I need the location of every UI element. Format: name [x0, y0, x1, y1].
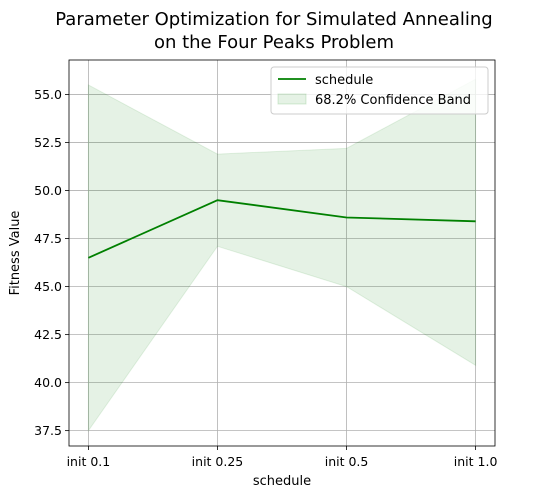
legend-box [270, 66, 489, 115]
chart-title-line-2: on the Four Peaks Problem [154, 32, 394, 53]
y-tick-label: 47.5 [34, 231, 62, 246]
x-tick-label: init 0.1 [67, 454, 111, 469]
x-tick-label: init 0.25 [192, 454, 244, 469]
y-tick-label: 45.0 [34, 279, 62, 294]
y-axis-label: Fitness Value [8, 211, 23, 296]
y-tick-label: 55.0 [34, 87, 62, 102]
legend-label-band: 68.2% Confidence Band [315, 93, 471, 108]
series-line-schedule [88, 199, 476, 259]
y-tick-label: 50.0 [34, 183, 62, 198]
legend-swatch-band [277, 93, 307, 105]
confidence-band [87, 78, 477, 433]
chart-title-line-1: Parameter Optimization for Simulated Ann… [55, 9, 492, 30]
y-tick-label: 37.5 [34, 423, 62, 438]
legend-label-schedule: schedule [315, 73, 373, 88]
y-tick-label: 42.5 [34, 327, 62, 342]
y-tick-label: 40.0 [34, 375, 62, 390]
y-axis-ticks: 37.5 40.0 42.5 45.0 47.5 50.0 52.5 55.0 [34, 87, 69, 438]
legend: schedule 68.2% Confidence Band [270, 66, 489, 115]
x-axis-label: schedule [253, 474, 311, 489]
plot-frame [68, 59, 496, 447]
grid [69, 60, 495, 446]
y-tick-label: 52.5 [34, 135, 62, 150]
x-tick-label: init 1.0 [454, 454, 498, 469]
x-tick-label: init 0.5 [325, 454, 369, 469]
x-axis-ticks: init 0.1 init 0.25 init 0.5 init 1.0 [67, 446, 498, 469]
